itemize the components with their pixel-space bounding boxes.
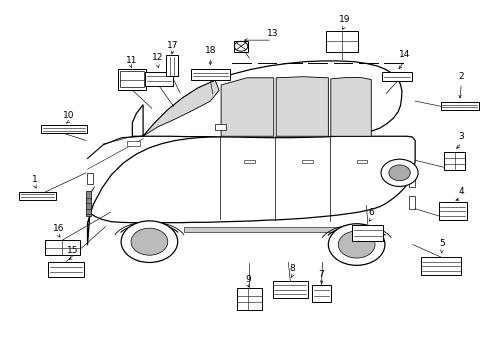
Circle shape	[234, 41, 247, 51]
Bar	[118, 69, 146, 90]
Bar	[44, 240, 80, 255]
Text: 10: 10	[63, 111, 75, 120]
Circle shape	[121, 221, 177, 262]
Circle shape	[380, 159, 417, 186]
Bar	[244, 160, 255, 163]
Bar	[444, 152, 464, 170]
Bar	[85, 191, 91, 216]
Polygon shape	[276, 77, 328, 136]
Bar	[86, 173, 93, 184]
Polygon shape	[87, 136, 414, 245]
Text: 12: 12	[152, 53, 163, 62]
Bar	[302, 160, 312, 163]
Text: 1: 1	[32, 175, 38, 184]
Bar	[438, 202, 466, 220]
Bar	[233, 41, 248, 51]
Bar	[165, 55, 178, 76]
Bar	[183, 227, 373, 232]
Bar	[326, 31, 357, 51]
Bar	[356, 160, 366, 163]
Bar	[236, 288, 262, 310]
Bar	[420, 257, 460, 275]
Bar	[351, 225, 383, 241]
Bar	[190, 69, 229, 80]
Bar	[127, 140, 140, 146]
Bar	[41, 126, 87, 134]
Bar	[145, 72, 173, 86]
Bar	[440, 102, 478, 110]
Circle shape	[328, 224, 384, 265]
Text: 9: 9	[245, 275, 251, 284]
Polygon shape	[221, 78, 273, 136]
Circle shape	[131, 228, 167, 255]
Text: 5: 5	[438, 239, 444, 248]
Bar	[408, 173, 414, 187]
Text: 8: 8	[289, 264, 295, 273]
Circle shape	[388, 165, 409, 181]
Text: 2: 2	[458, 72, 463, 81]
Bar	[48, 262, 83, 277]
Bar	[19, 192, 56, 200]
Polygon shape	[143, 80, 219, 136]
Text: 16: 16	[52, 224, 64, 233]
Bar	[215, 125, 225, 130]
Text: 17: 17	[166, 41, 178, 50]
Bar	[120, 71, 143, 87]
Polygon shape	[330, 77, 370, 136]
Bar	[272, 281, 307, 298]
Circle shape	[338, 231, 374, 258]
Bar	[382, 72, 411, 81]
Text: 3: 3	[458, 131, 464, 140]
Text: 15: 15	[67, 246, 79, 255]
Text: 6: 6	[367, 208, 373, 217]
Text: 14: 14	[398, 50, 409, 59]
Text: 18: 18	[204, 46, 216, 55]
Polygon shape	[132, 61, 401, 138]
Bar	[311, 285, 330, 302]
Text: 13: 13	[266, 30, 278, 39]
Text: 7: 7	[318, 270, 324, 279]
Text: 19: 19	[338, 15, 349, 24]
Text: 11: 11	[125, 56, 137, 65]
Bar	[408, 196, 414, 209]
Text: 4: 4	[458, 187, 463, 196]
